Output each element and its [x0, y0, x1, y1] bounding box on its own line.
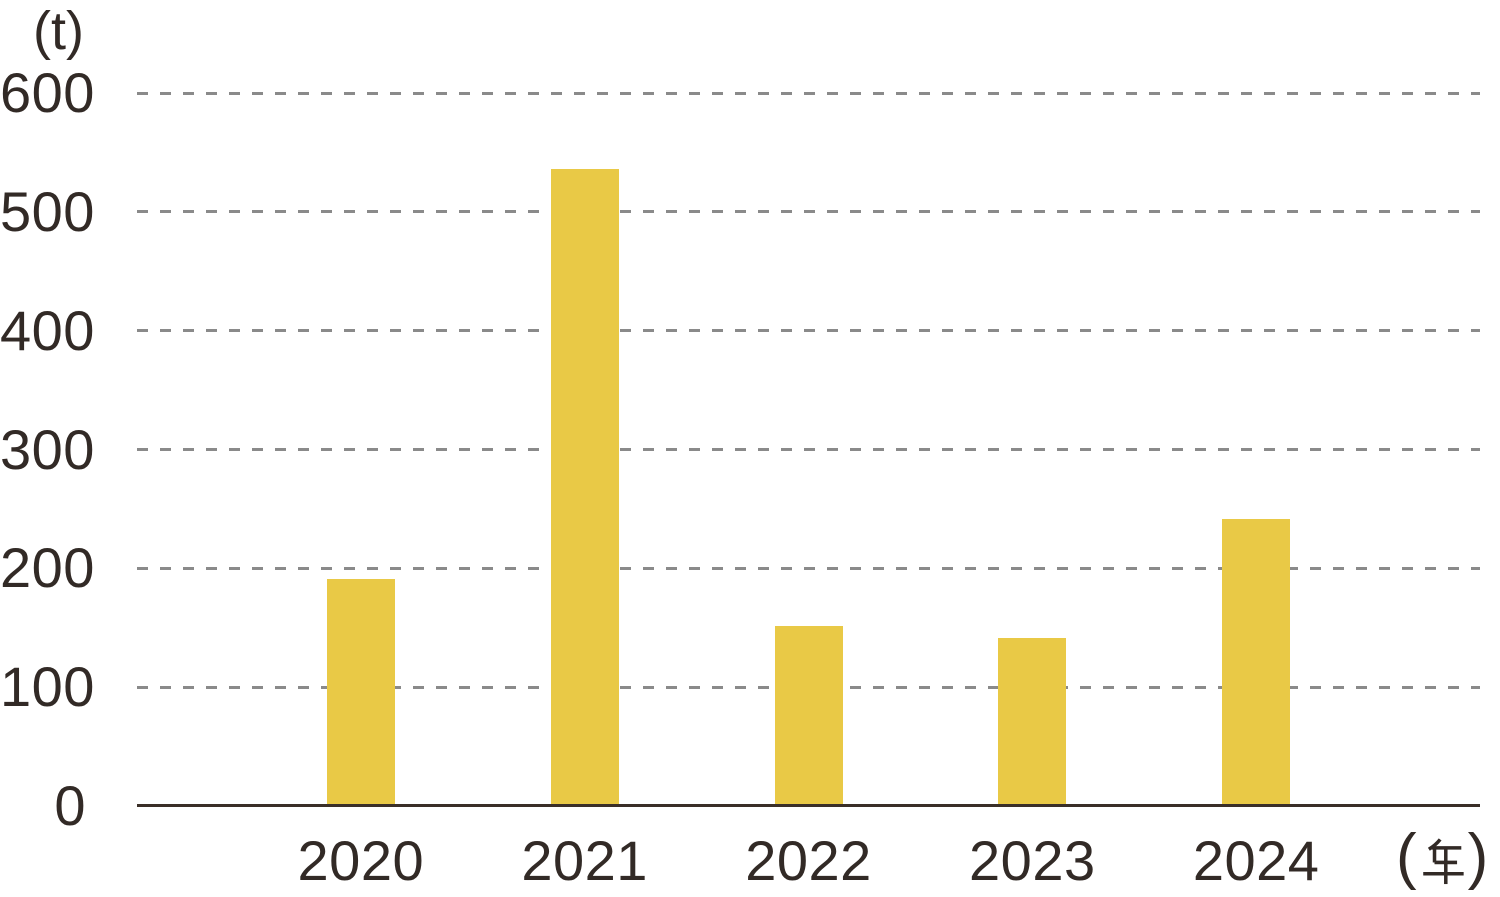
gridline-500 [137, 210, 1480, 214]
y-tick-400: 400 [0, 298, 95, 362]
x-label-2021: 2021 [521, 829, 648, 892]
y-tick-300: 300 [0, 417, 95, 481]
bar-2024 [1222, 519, 1291, 805]
gridline-400 [137, 329, 1480, 333]
x-axis-line [137, 804, 1480, 807]
y-axis-unit-label: (t) [33, 1, 84, 61]
y-tick-200: 200 [0, 536, 95, 600]
x-label-2022: 2022 [745, 829, 872, 892]
x-label-2024: 2024 [1192, 829, 1320, 892]
bar-2020 [326, 578, 395, 805]
gridline-600 [137, 91, 1480, 95]
bar-2023 [998, 638, 1067, 805]
x-axis-unit-label: ( ) [1396, 824, 1488, 890]
gridline-300 [137, 448, 1480, 451]
y-tick-600: 600 [0, 61, 95, 124]
y-tick-100: 100 [0, 655, 95, 719]
year-kanji-icon [1422, 837, 1464, 884]
bar-2022 [774, 626, 843, 805]
bar-2021 [550, 168, 619, 805]
y-tick-500: 500 [0, 179, 95, 243]
y-tick-0: 0 [54, 774, 86, 837]
x-unit-close-paren: ) [1467, 822, 1489, 891]
x-label-2023: 2023 [969, 829, 1096, 892]
x-label-2020: 2020 [297, 829, 425, 892]
x-unit-open-paren: ( [1396, 822, 1417, 891]
gridline-200 [137, 566, 1480, 570]
